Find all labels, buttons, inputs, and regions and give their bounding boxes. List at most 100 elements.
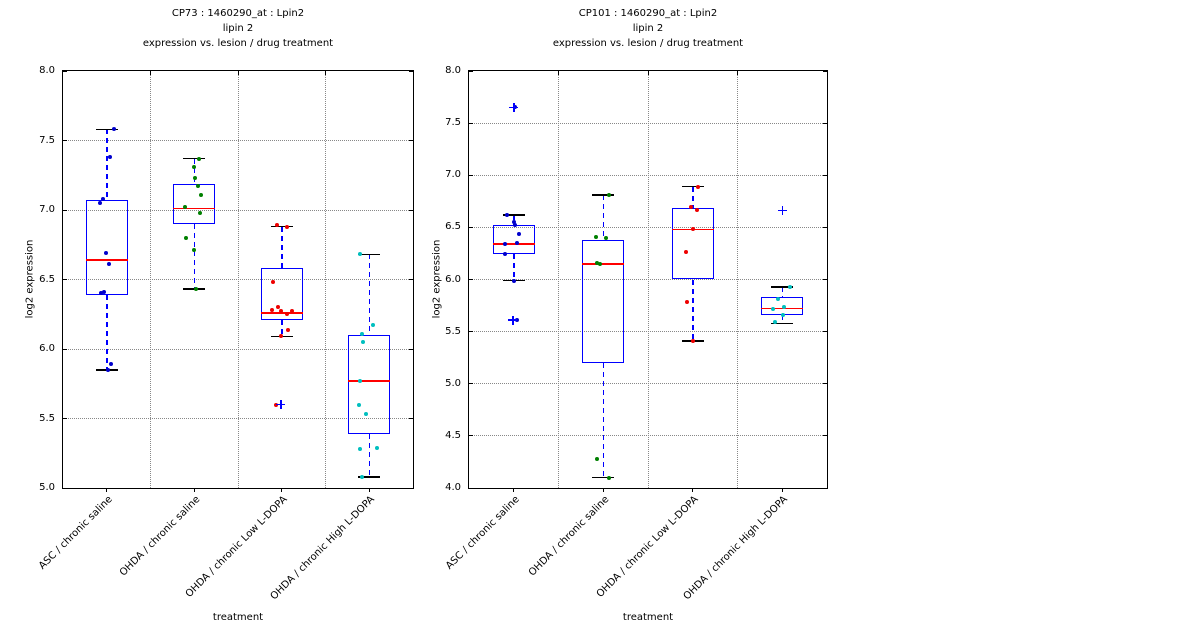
y-tick-label: 6.5 — [445, 221, 461, 233]
data-point — [595, 260, 600, 265]
data-point — [358, 447, 363, 452]
y-axis-label-left: log2 expression — [24, 239, 36, 319]
data-point — [683, 250, 688, 255]
x-tick-label-text: OHDA / chronic Low L-DOPA — [594, 494, 701, 600]
y-tick-mark-left — [63, 418, 67, 419]
y-tick-label: 8.0 — [39, 65, 55, 76]
x-tick-label-text: OHDA / chronic Low L-DOPA — [183, 494, 290, 600]
x-gridline — [325, 71, 326, 488]
y-tick-mark-right — [823, 279, 827, 280]
data-point — [684, 300, 689, 305]
data-point — [688, 204, 693, 209]
x-tick-label-text: OHDA / chronic High L-DOPA — [681, 494, 791, 603]
data-point — [360, 331, 365, 336]
outlier-marker — [509, 102, 519, 112]
whisker-lower — [692, 279, 694, 341]
x-tick-mark-bottom — [281, 488, 283, 492]
x-tick-label-text: OHDA / chronic High L-DOPA — [268, 494, 378, 603]
data-point — [594, 234, 599, 239]
x-tick-mark-bottom — [781, 488, 783, 492]
data-point — [106, 262, 111, 267]
y-tick-mark-right — [823, 70, 827, 72]
whisker-upper — [602, 195, 604, 240]
whisker-upper — [781, 286, 783, 298]
data-point — [695, 184, 700, 189]
y-tick-mark-left — [469, 174, 473, 176]
y-tick-mark-right — [823, 122, 827, 124]
median-line — [492, 243, 535, 245]
data-point — [111, 127, 116, 132]
whisker-cap-bottom — [771, 322, 794, 325]
whisker-upper — [193, 158, 195, 184]
box — [85, 200, 128, 295]
x-tick-mark-top — [237, 71, 239, 75]
y-axis-label-right: log2 expression — [431, 239, 443, 319]
y-tick-label: 8.0 — [445, 65, 461, 76]
title-line-3: expression vs. lesion / drug treatment — [142, 38, 334, 49]
whisker-upper — [692, 186, 694, 208]
data-point — [502, 252, 507, 257]
y-tick-label: 5.0 — [445, 377, 461, 389]
box — [260, 268, 303, 320]
x-tick-mark-bottom — [692, 488, 694, 492]
data-point — [278, 334, 283, 339]
y-tick-label: 5.5 — [39, 412, 55, 424]
x-tick-label-text: ASC / chronic saline — [36, 494, 115, 572]
x-tick-mark-bottom — [513, 488, 515, 492]
y-tick-label: 5.5 — [445, 325, 461, 337]
box — [582, 239, 625, 363]
title-line-1: CP73 : 1460290_at : Lpin2 — [171, 8, 305, 19]
y-tick-mark-left — [469, 435, 473, 437]
y-tick-mark-left — [469, 383, 473, 385]
data-point — [694, 207, 699, 212]
data-point — [595, 456, 600, 461]
whisker-cap-top — [358, 253, 381, 256]
data-point — [514, 241, 519, 245]
whisker-cap-top — [771, 286, 794, 288]
y-tick-mark-right — [409, 140, 413, 141]
data-point — [690, 227, 695, 232]
outlier-plus-vertical — [781, 206, 783, 216]
x-axis-label-right: treatment — [622, 612, 674, 623]
data-point — [192, 248, 197, 253]
x-tick-mark-bottom — [193, 488, 195, 492]
data-point — [776, 297, 781, 302]
whisker-upper — [106, 129, 108, 201]
whisker-cap-top — [95, 128, 118, 131]
data-point — [360, 474, 365, 479]
y-tick-label: 7.0 — [445, 169, 461, 181]
data-point — [196, 184, 201, 189]
y-tick-label: 4.0 — [445, 482, 461, 493]
whisker-cap-top — [681, 185, 704, 188]
data-point — [274, 223, 279, 228]
whisker-lower — [513, 254, 515, 281]
whisker-cap-bottom — [358, 476, 381, 478]
data-point — [504, 212, 509, 217]
data-point — [607, 475, 612, 480]
outlier-marker — [276, 400, 286, 410]
whisker-lower — [368, 433, 370, 477]
y-tick-mark-right — [409, 70, 413, 72]
data-point — [192, 164, 197, 169]
data-point — [773, 320, 778, 325]
y-tick-mark-right — [823, 226, 827, 228]
data-point — [198, 210, 203, 215]
title-line-2: lipin 2 — [222, 23, 254, 34]
data-point — [108, 362, 113, 367]
title-line-1: CP101 : 1460290_at : Lpin2 — [578, 8, 718, 19]
whisker-lower — [106, 294, 108, 370]
outlier-plus-vertical — [280, 400, 282, 410]
whisker-cap-top — [270, 225, 293, 228]
whisker-cap-top — [592, 194, 615, 196]
y-tick-mark-left — [469, 226, 473, 228]
y-tick-mark-left — [63, 209, 67, 211]
data-point — [771, 306, 776, 311]
box — [671, 207, 714, 280]
y-tick-label: 7.5 — [445, 117, 461, 129]
x-gridline — [237, 71, 239, 488]
outlier-plus-vertical — [513, 102, 515, 112]
data-point — [199, 192, 204, 197]
data-point — [788, 284, 793, 289]
x-tick-mark-bottom — [368, 488, 370, 492]
